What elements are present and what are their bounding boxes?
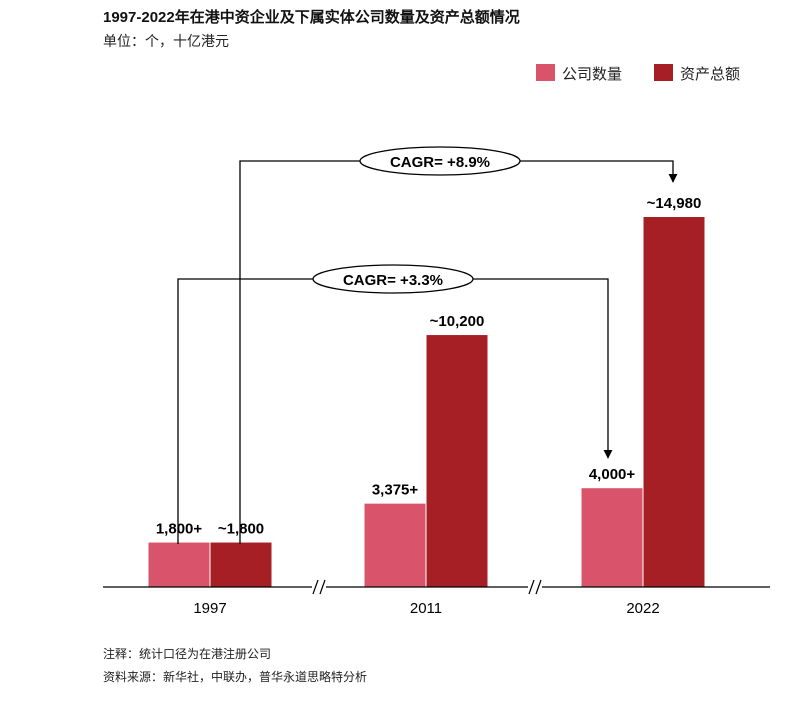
data-label: ~1,800 <box>218 521 264 538</box>
value-labels: 1,800+ 3,375+ 4,000+ ~1,800 ~10,200 ~14,980 <box>156 195 701 538</box>
data-label: 1,800+ <box>156 521 203 538</box>
axis-break-2 <box>528 579 542 595</box>
bar-count-2022 <box>581 488 643 587</box>
legend-swatch-assets <box>654 64 673 81</box>
legend: 公司数量 资产总额 <box>536 64 740 83</box>
bars <box>148 217 705 587</box>
chart-subtitle: 单位：个，十亿港元 <box>103 33 229 49</box>
cagr-assets-connector: CAGR= +8.9% <box>239 146 678 544</box>
x-tick-label: 2011 <box>410 600 442 617</box>
footnote: 注释：统计口径为在港注册公司 <box>103 646 271 661</box>
source-note: 资料来源：新华社，中联办，普华永道思略特分析 <box>103 669 367 684</box>
cagr-assets-ellipse <box>359 146 521 176</box>
data-label: ~14,980 <box>647 195 702 212</box>
x-tick-label: 1997 <box>193 600 226 617</box>
cagr-count-connector: CAGR= +3.3% <box>177 264 613 544</box>
bar-assets-2022 <box>643 217 705 587</box>
legend-label-count: 公司数量 <box>562 66 622 83</box>
bar-assets-2011 <box>426 335 488 587</box>
legend-swatch-count <box>536 64 555 81</box>
bar-assets-1997 <box>210 542 272 587</box>
cagr-count-label: CAGR= +3.3% <box>343 272 443 289</box>
data-label: ~10,200 <box>430 313 485 330</box>
data-label: 4,000+ <box>589 466 636 483</box>
data-label: 3,375+ <box>372 482 419 499</box>
axis-break-1 <box>312 579 326 595</box>
bar-count-1997 <box>148 542 210 587</box>
chart-title: 1997-2022年在港中资企业及下属实体公司数量及资产总额情况 <box>103 8 520 26</box>
bar-count-2011 <box>364 503 426 587</box>
cagr-count-ellipse <box>312 264 474 294</box>
cagr-assets-label: CAGR= +8.9% <box>390 154 490 171</box>
legend-label-assets: 资产总额 <box>680 66 740 83</box>
x-tick-label: 2022 <box>626 600 659 617</box>
